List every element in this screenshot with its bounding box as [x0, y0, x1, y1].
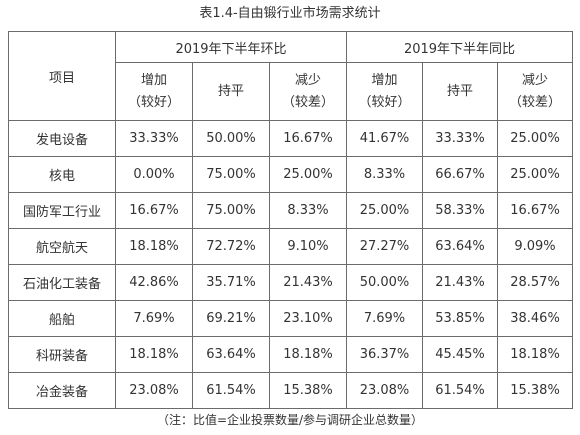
row-label: 国防军工行业: [8, 192, 116, 229]
table-cell: 66.67%: [422, 156, 499, 193]
table-row: 科研装备 18.18% 63.64% 18.18% 36.37% 45.45% 18.18%: [8, 336, 574, 373]
header-decrease-label: 减少: [522, 72, 549, 88]
table-cell: 25.00%: [268, 156, 348, 193]
table-cell: 18.18%: [268, 336, 348, 373]
header-flat-tongbi: 持平: [422, 62, 499, 121]
header-increase-label: 增加: [140, 72, 167, 88]
table-row: 船舶 7.69% 69.21% 23.10% 7.69% 53.85% 38.46%: [8, 300, 574, 337]
table-cell: 7.69%: [115, 300, 193, 337]
table-cell: 50.00%: [346, 264, 424, 301]
table-cell: 35.71%: [192, 264, 270, 301]
row-label: 石油化工装备: [8, 264, 116, 301]
table-cell: 27.27%: [346, 228, 424, 265]
table-cell: 33.33%: [115, 120, 193, 157]
table-cell: 9.10%: [268, 228, 348, 265]
header-row-groups: 项目 2019年下半年环比 2019年下半年同比: [8, 31, 574, 121]
table-cell: 63.64%: [422, 228, 499, 265]
row-label: 船舶: [8, 300, 116, 337]
table-cell: 38.46%: [497, 300, 574, 337]
table-cell: 28.57%: [497, 264, 574, 301]
header-increase-huanbi: 增加 （较好）: [115, 62, 193, 121]
table-cell: 9.09%: [497, 228, 574, 265]
header-decrease-label: 减少: [295, 72, 322, 88]
table-note: （注：比值=企业投票数量/参与调研企业总数量）: [156, 413, 424, 427]
table-cell: 69.21%: [192, 300, 270, 337]
table-cell: 18.18%: [115, 228, 193, 265]
table-cell: 25.00%: [497, 120, 574, 157]
row-label: 发电设备: [8, 120, 116, 157]
header-decrease-tongbi: 减少 （较差）: [497, 62, 574, 121]
table-row: 核电 0.00% 75.00% 25.00% 8.33% 66.67% 25.00%: [8, 156, 574, 193]
header-row-columns: 增加 （较好） 持平 减少 （较差） 增加 （较好） 持平 减少 （较差）: [9, 62, 574, 121]
table-cell: 75.00%: [192, 192, 270, 229]
table-row: 石油化工装备 42.86% 35.71% 21.43% 50.00% 21.43% 28.5…: [8, 264, 574, 301]
table-cell: 15.38%: [497, 372, 574, 409]
table-cell: 25.00%: [346, 192, 424, 229]
row-label: 航空航天: [8, 228, 116, 265]
table-cell: 42.86%: [115, 264, 193, 301]
table-cell: 36.37%: [346, 336, 424, 373]
header-increase-tongbi: 增加 （较好）: [346, 62, 424, 121]
table-cell: 45.45%: [422, 336, 499, 373]
table-cell: 61.54%: [422, 372, 499, 409]
table-cell: 33.33%: [422, 120, 499, 157]
header-decrease-huanbi: 减少 （较差）: [268, 62, 348, 121]
header-group-tongbi: 2019年下半年同比: [346, 31, 574, 63]
table-row: 航空航天 18.18% 72.72% 9.10% 27.27% 63.64% 9.09%: [8, 228, 574, 265]
table-cell: 18.18%: [497, 336, 574, 373]
table-cell: 16.67%: [115, 192, 193, 229]
table-cell: 41.67%: [346, 120, 424, 157]
table-cell: 58.33%: [422, 192, 499, 229]
table-cell: 8.33%: [346, 156, 424, 193]
table-cell: 21.43%: [422, 264, 499, 301]
table-cell: 25.00%: [497, 156, 574, 193]
table-row: 发电设备 33.33% 50.00% 16.67% 41.67% 33.33% 25.00%: [8, 120, 574, 157]
header-decrease-sub: （较差）: [282, 94, 335, 110]
table-cell: 23.10%: [268, 300, 348, 337]
table-cell: 53.85%: [422, 300, 499, 337]
table-row: 国防军工行业 16.67% 75.00% 8.33% 25.00% 58.33% 16.67…: [8, 192, 574, 229]
table-cell: 50.00%: [192, 120, 270, 157]
row-label: 核电: [8, 156, 116, 193]
table-cell: 23.08%: [346, 372, 424, 409]
table-cell: 72.72%: [192, 228, 270, 265]
table-title: 表1.4-自由锻行业市场需求统计: [199, 6, 381, 21]
table-cell: 7.69%: [346, 300, 424, 337]
header-increase-label: 增加: [371, 72, 398, 88]
table-cell: 23.08%: [115, 372, 193, 409]
table-row: 冶金装备 23.08% 61.54% 15.38% 23.08% 61.54% 15.38%: [8, 372, 574, 409]
table-cell: 8.33%: [268, 192, 348, 229]
table-cell: 63.64%: [192, 336, 270, 373]
table-cell: 18.18%: [115, 336, 193, 373]
row-label: 冶金装备: [8, 372, 116, 409]
header-decrease-sub: （较差）: [509, 94, 562, 110]
table-cell: 75.00%: [192, 156, 270, 193]
header-group-huanbi: 2019年下半年环比: [114, 31, 348, 63]
header-increase-sub: （较好）: [358, 94, 411, 110]
table-cell: 16.67%: [268, 120, 348, 157]
table-cell: 15.38%: [268, 372, 348, 409]
header-increase-sub: （较好）: [127, 94, 180, 110]
header-item: 项目: [8, 31, 116, 121]
table-cell: 0.00%: [115, 156, 193, 193]
row-label: 科研装备: [8, 336, 116, 373]
table-cell: 21.43%: [268, 264, 348, 301]
header-flat-huanbi: 持平: [192, 62, 270, 121]
market-demand-table: 项目 2019年下半年环比 2019年下半年同比 增加 （较好） 持平 减少 （…: [8, 31, 574, 409]
table-cell: 16.67%: [497, 192, 574, 229]
table-cell: 61.54%: [192, 372, 270, 409]
